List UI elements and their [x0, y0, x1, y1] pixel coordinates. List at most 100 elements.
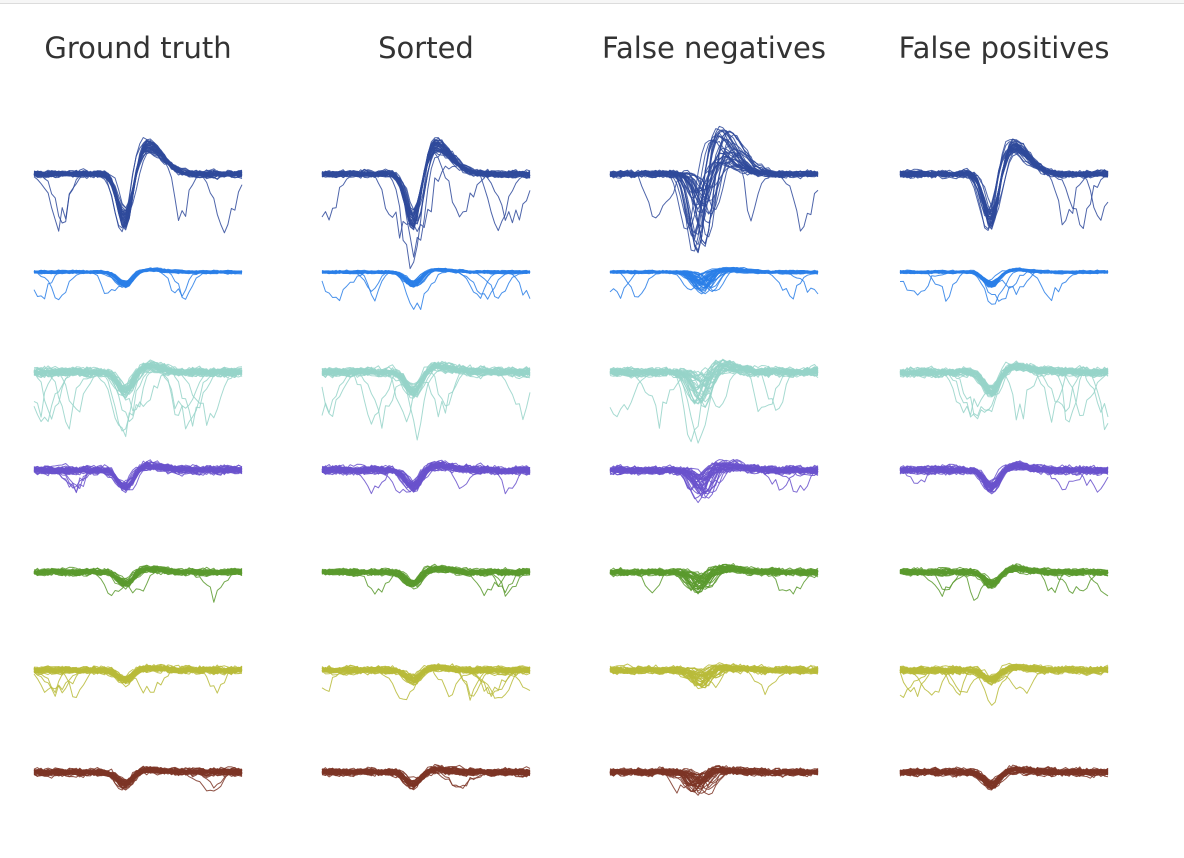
waveform-trace	[33, 768, 243, 783]
panel-false-negatives-channel-3-traces	[609, 358, 819, 444]
waveform-trace	[321, 460, 531, 491]
waveform-trace	[33, 564, 243, 587]
waveform-trace	[899, 365, 1109, 412]
panel-title-ground-truth: Ground truth	[44, 31, 231, 65]
waveform-trace	[899, 567, 1109, 584]
panel-false-positives-channel-6-traces	[899, 662, 1109, 706]
waveform-trace	[610, 462, 819, 489]
waveform-trace	[609, 666, 819, 680]
waveform-trace	[609, 131, 818, 247]
waveform-trace	[33, 148, 243, 219]
waveform-trace	[321, 565, 531, 586]
waveform-trace	[321, 665, 531, 686]
waveform-trace	[899, 664, 1109, 681]
waveform-trace	[609, 153, 819, 202]
waveform-trace	[609, 766, 819, 788]
waveform-trace	[321, 768, 531, 785]
waveform-trace	[33, 268, 243, 285]
waveform-trace	[33, 567, 243, 583]
waveform-trace	[899, 464, 1109, 487]
waveform-trace	[33, 148, 243, 221]
waveform-trace	[33, 366, 243, 390]
waveform-trace	[321, 461, 531, 490]
waveform-trace	[33, 142, 243, 227]
panel-sorted: Sorted	[321, 31, 531, 791]
waveform-trace	[321, 362, 531, 394]
waveform-trace	[321, 464, 531, 493]
panel-ground-truth-channel-1-traces	[33, 137, 243, 234]
panel-title-sorted: Sorted	[378, 31, 474, 65]
waveform-trace	[321, 664, 531, 679]
waveform-trace	[33, 139, 243, 229]
panel-sorted-channel-4-traces	[321, 459, 531, 495]
panel-false-positives-channel-4-traces	[899, 460, 1109, 495]
waveform-trace	[33, 665, 243, 694]
waveform-trace	[899, 566, 1109, 597]
waveform-trace	[899, 463, 1109, 491]
top-divider	[0, 0, 1184, 4]
waveform-trace	[609, 665, 819, 679]
waveform-trace	[33, 564, 243, 586]
waveform-trace	[609, 767, 819, 784]
panel-false-negatives-channel-5-traces	[609, 563, 819, 595]
waveform-trace	[609, 365, 819, 444]
panel-ground-truth-channel-6-traces	[33, 663, 243, 698]
waveform-trace	[33, 565, 243, 583]
panel-false-positives-channel-7-traces	[899, 764, 1109, 791]
waveform-trace	[899, 144, 1109, 217]
panel-false-negatives: False negatives	[602, 31, 826, 796]
panel-ground-truth-channel-7-traces	[33, 765, 243, 792]
panel-ground-truth-channel-2-traces	[33, 267, 243, 301]
waveform-trace	[609, 359, 818, 404]
waveform-trace	[609, 367, 819, 443]
panel-false-negatives-channel-6-traces	[609, 662, 819, 696]
waveform-trace	[899, 144, 1109, 221]
waveform-trace	[899, 767, 1109, 785]
waveform-trace	[321, 143, 531, 224]
waveform-trace	[609, 268, 819, 291]
waveform-trace	[33, 366, 243, 438]
panel-ground-truth-channel-3-traces	[33, 359, 243, 438]
waveform-trace	[899, 767, 1109, 785]
panel-ground-truth-channel-5-traces	[33, 564, 243, 603]
waveform-trace	[33, 362, 242, 391]
panel-false-negatives-channel-2-traces	[609, 266, 819, 300]
waveform-trace	[33, 140, 243, 232]
panel-sorted-channel-3-traces	[321, 360, 531, 441]
panel-false-negatives-channel-7-traces	[609, 765, 819, 796]
panel-ground-truth-channel-4-traces	[33, 459, 243, 494]
waveform-trace	[609, 268, 819, 286]
waveform-trace	[609, 358, 819, 403]
panel-sorted-channel-7-traces	[321, 763, 531, 791]
waveform-trace	[609, 268, 819, 281]
waveform-trace	[609, 462, 819, 483]
panel-false-negatives-channel-4-traces	[609, 458, 819, 504]
waveform-trace	[33, 665, 243, 685]
waveform-trace	[33, 268, 243, 284]
waveform-trace	[899, 461, 1109, 493]
panel-false-positives-channel-2-traces	[899, 267, 1109, 305]
panel-title-false-negatives: False negatives	[602, 31, 826, 65]
waveform-trace	[321, 765, 531, 785]
waveform-trace	[33, 364, 243, 393]
panel-false-positives-channel-3-traces	[899, 360, 1109, 431]
waveform-trace	[609, 365, 819, 408]
panel-sorted-channel-1-traces	[321, 137, 531, 270]
waveform-trace	[33, 461, 243, 486]
panel-title-false-positives: False positives	[899, 31, 1110, 65]
waveform-trace	[33, 147, 243, 222]
panel-sorted-channel-5-traces	[321, 563, 531, 597]
waveform-trace	[33, 145, 243, 225]
waveform-trace	[321, 145, 531, 216]
waveform-trace	[899, 665, 1109, 681]
panel-ground-truth: Ground truth	[33, 31, 243, 792]
waveform-trace	[609, 465, 819, 481]
waveform-trace	[899, 364, 1109, 396]
panel-false-positives-channel-1-traces	[899, 138, 1109, 231]
waveform-trace	[609, 567, 819, 580]
waveform-trace	[33, 664, 243, 680]
waveform-trace	[33, 149, 243, 214]
waveform-trace	[33, 144, 243, 225]
waveform-trace	[899, 151, 1109, 210]
